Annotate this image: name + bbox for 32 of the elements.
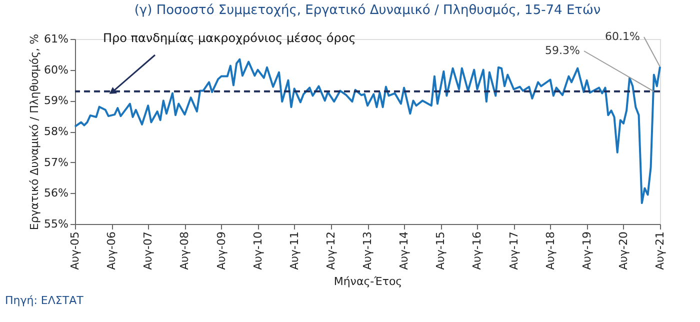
x-tick-label: Αυγ-06 <box>105 232 118 270</box>
y-tick-label: 56% <box>44 186 68 200</box>
y-axis-title: Εργατικό Δυναμικό / Πληθυσμός, % <box>28 34 42 230</box>
x-tick-label: Αυγ-05 <box>68 232 82 270</box>
x-tick-label: Αυγ-08 <box>178 232 192 270</box>
y-tick-label: 60% <box>44 63 68 76</box>
x-tick-label: Αυγ-07 <box>142 232 155 270</box>
x-axis-title: Μήνας-Έτος <box>334 274 402 288</box>
x-tick-label: Αυγ-09 <box>214 232 228 270</box>
x-tick-label: Αυγ-11 <box>288 232 301 270</box>
y-tick-label: 55% <box>44 218 68 230</box>
y-tick-label: 61% <box>44 32 68 46</box>
x-tick-label: Αυγ-16 <box>470 232 484 270</box>
ref-line-label: Προ πανδημίας μακροχρόνιος μέσος όρος <box>103 31 356 45</box>
y-tick-label: 59% <box>44 94 68 108</box>
text: Πηγή: ΕΛΣΤΑΤ <box>5 294 84 307</box>
annotation: 60.1% <box>605 30 640 43</box>
x-tick-label: Αυγ-15 <box>434 232 448 270</box>
annotation: 59.3% <box>545 44 580 57</box>
x-tick-label: Αυγ-12 <box>324 232 338 270</box>
x-tick-label: Αυγ-19 <box>580 232 594 270</box>
x-tick-label: Αυγ-18 <box>544 232 557 270</box>
line-series <box>74 58 661 204</box>
y-tick-label: 58% <box>44 125 68 138</box>
x-tick-label: Αυγ-17 <box>507 232 520 270</box>
x-tick-label: Αυγ-20 <box>616 232 630 270</box>
x-tick-label: Αυγ-14 <box>398 232 411 270</box>
y-tick-label: 57% <box>44 156 68 169</box>
x-tick-label: Αυγ-21 <box>654 232 666 270</box>
x-tick-label: Αυγ-10 <box>251 232 264 270</box>
chart-title: (γ) Ποσοστό Συμμετοχής, Εργατικό Δυναμικό / Πληθυσμός, 15-74 Ετών <box>134 3 601 18</box>
x-tick-label: Αυγ-13 <box>361 232 374 270</box>
